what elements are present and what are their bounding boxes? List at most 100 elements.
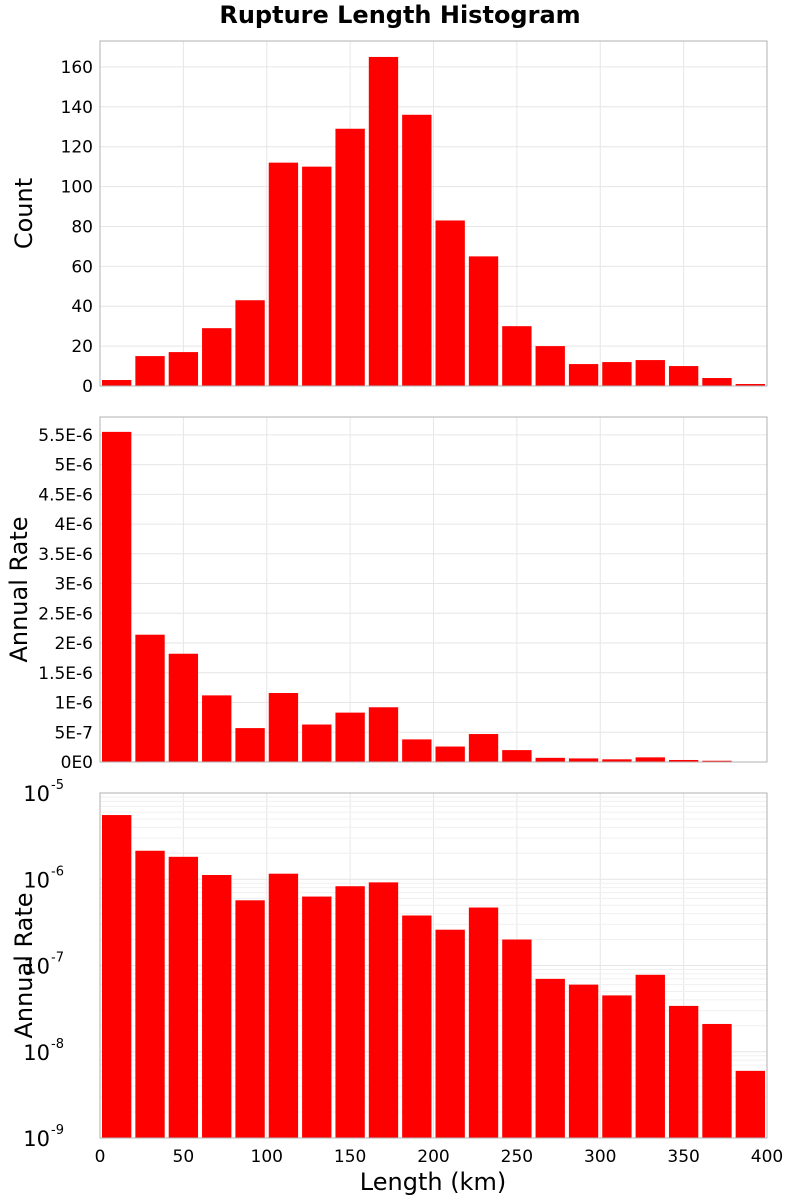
y-tick-label: 1E-6 bbox=[54, 694, 93, 714]
bar bbox=[302, 166, 332, 386]
bar bbox=[135, 356, 165, 386]
bar bbox=[468, 907, 499, 1138]
bar bbox=[502, 326, 532, 386]
y-axis-label: Count bbox=[10, 178, 38, 249]
y-tick-label: 2E-6 bbox=[54, 634, 93, 654]
y-tick-label: 140 bbox=[61, 98, 93, 118]
bar bbox=[602, 362, 632, 386]
panel-1: 0 20 40 60 80 100 120 140 160 Count bbox=[10, 40, 768, 397]
bar bbox=[335, 712, 365, 762]
bar bbox=[235, 900, 265, 1138]
plot-frame bbox=[99, 416, 768, 763]
bar bbox=[135, 850, 165, 1138]
y-axis-label: Annual Rate bbox=[10, 892, 38, 1038]
bar bbox=[202, 695, 232, 762]
bar bbox=[335, 128, 365, 386]
bar bbox=[402, 915, 432, 1138]
bar bbox=[502, 939, 532, 1138]
bar bbox=[168, 856, 199, 1138]
plot-frame bbox=[99, 792, 768, 1139]
bar bbox=[735, 1070, 765, 1138]
bar bbox=[468, 734, 499, 762]
y-tick-label: 5E-7 bbox=[54, 723, 93, 743]
bar bbox=[102, 815, 132, 1138]
bar bbox=[368, 882, 399, 1138]
bar bbox=[168, 352, 199, 386]
x-tick-label: 300 bbox=[584, 1147, 616, 1167]
x-tick-label: 150 bbox=[334, 1147, 366, 1167]
y-tick-label: 10-6 bbox=[23, 864, 64, 892]
bar bbox=[202, 875, 232, 1138]
y-tick-label: 3.5E-6 bbox=[38, 545, 93, 565]
y-tick-label: 10-9 bbox=[23, 1123, 64, 1151]
bar bbox=[135, 634, 165, 762]
bar bbox=[435, 929, 465, 1138]
bar bbox=[535, 978, 565, 1138]
x-tick-label: 250 bbox=[501, 1147, 533, 1167]
bar bbox=[735, 384, 765, 386]
y-axis-label: Annual Rate bbox=[5, 516, 33, 662]
bar bbox=[202, 328, 232, 386]
bar bbox=[235, 728, 265, 762]
y-tick-label: 3E-6 bbox=[54, 575, 93, 595]
y-tick-label: 0 bbox=[82, 377, 93, 397]
bar bbox=[635, 974, 665, 1138]
bar bbox=[702, 760, 732, 762]
bar bbox=[702, 1023, 732, 1138]
x-axis: 0 50 100 150 200 250 300 350 400 bbox=[95, 1147, 784, 1167]
bar bbox=[435, 220, 465, 386]
bar bbox=[602, 995, 632, 1138]
bar bbox=[268, 162, 299, 386]
y-tick-label: 5E-6 bbox=[54, 456, 93, 476]
bar bbox=[302, 724, 332, 762]
bar bbox=[668, 366, 699, 386]
x-tick-label: 200 bbox=[417, 1147, 449, 1167]
y-tick-label: 60 bbox=[71, 257, 93, 277]
bar bbox=[435, 746, 465, 762]
bar bbox=[702, 378, 732, 386]
bar bbox=[335, 886, 365, 1138]
bar bbox=[468, 256, 499, 386]
bar bbox=[102, 431, 132, 762]
bar bbox=[535, 346, 565, 386]
bar bbox=[635, 757, 665, 762]
y-tick-label: 2.5E-6 bbox=[38, 604, 93, 624]
y-tick-label: 40 bbox=[71, 297, 93, 317]
chart-title: Rupture Length Histogram bbox=[219, 1, 580, 29]
bar bbox=[402, 739, 432, 762]
bar bbox=[502, 750, 532, 762]
bar bbox=[635, 360, 665, 386]
bar bbox=[235, 300, 265, 386]
y-tick-label: 5.5E-6 bbox=[38, 426, 93, 446]
x-tick-label: 0 bbox=[95, 1147, 106, 1167]
x-tick-label: 50 bbox=[173, 1147, 195, 1167]
bar bbox=[668, 759, 699, 762]
bar bbox=[668, 1005, 699, 1138]
x-axis-label: Length (km) bbox=[360, 1168, 506, 1196]
x-tick-label: 100 bbox=[251, 1147, 283, 1167]
chart-panels: 0 20 40 60 80 100 120 140 160 Count 0E0 5E-7 1E-6 1.5… bbox=[5, 40, 768, 1151]
y-tick-label: 10-8 bbox=[23, 1037, 64, 1065]
plot-frame bbox=[99, 40, 768, 387]
y-tick-label: 0E0 bbox=[61, 753, 93, 773]
y-tick-label: 10-5 bbox=[23, 778, 64, 806]
bar bbox=[268, 693, 299, 762]
y-tick-label: 120 bbox=[61, 138, 93, 158]
y-tick-label: 160 bbox=[61, 58, 93, 78]
y-tick-label: 4E-6 bbox=[54, 515, 93, 535]
bar bbox=[568, 984, 599, 1138]
bar bbox=[268, 873, 299, 1138]
bar bbox=[102, 380, 132, 386]
x-tick-label: 350 bbox=[667, 1147, 699, 1167]
bar bbox=[402, 114, 432, 386]
x-tick-label: 400 bbox=[751, 1147, 783, 1167]
bar bbox=[168, 653, 199, 762]
bar bbox=[535, 757, 565, 762]
bar bbox=[368, 707, 399, 762]
y-tick-label: 4.5E-6 bbox=[38, 485, 93, 505]
bar bbox=[602, 759, 632, 762]
bar bbox=[368, 56, 399, 386]
y-tick-label: 80 bbox=[71, 217, 93, 237]
panel-2: 0E0 5E-7 1E-6 1.5E-6 2E-6 2.5E-6 3E-6 3.5E-6 4E-… bbox=[5, 416, 768, 773]
